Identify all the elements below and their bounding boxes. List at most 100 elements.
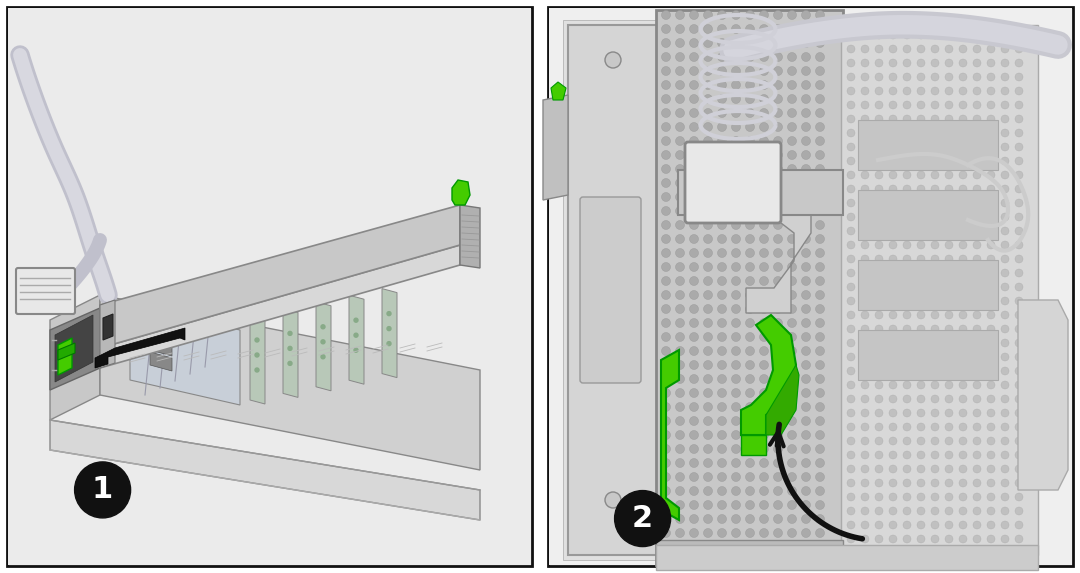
Circle shape	[703, 360, 713, 370]
Circle shape	[861, 437, 869, 445]
Circle shape	[661, 221, 671, 230]
Circle shape	[861, 185, 869, 193]
Circle shape	[759, 528, 769, 537]
Circle shape	[945, 87, 953, 95]
Circle shape	[847, 423, 855, 431]
Circle shape	[717, 95, 727, 104]
Circle shape	[801, 543, 810, 551]
Circle shape	[675, 360, 685, 370]
Circle shape	[773, 136, 783, 146]
Circle shape	[773, 417, 783, 426]
Circle shape	[1001, 87, 1009, 95]
Circle shape	[903, 87, 912, 95]
Circle shape	[815, 151, 824, 159]
Circle shape	[959, 339, 967, 347]
Circle shape	[731, 262, 741, 272]
Circle shape	[875, 381, 883, 389]
Circle shape	[815, 136, 824, 146]
Circle shape	[787, 38, 797, 48]
Circle shape	[689, 291, 699, 300]
Circle shape	[387, 342, 391, 346]
Circle shape	[987, 325, 995, 333]
Circle shape	[773, 179, 783, 187]
Circle shape	[731, 193, 741, 202]
Circle shape	[689, 80, 699, 89]
FancyBboxPatch shape	[580, 197, 642, 383]
Circle shape	[801, 332, 810, 342]
Circle shape	[945, 185, 953, 193]
Circle shape	[675, 500, 685, 509]
Circle shape	[787, 53, 797, 61]
Circle shape	[717, 445, 727, 453]
Circle shape	[945, 367, 953, 375]
Circle shape	[903, 283, 912, 291]
Circle shape	[773, 164, 783, 174]
Circle shape	[973, 227, 981, 235]
Circle shape	[889, 143, 897, 151]
Circle shape	[889, 381, 897, 389]
Circle shape	[889, 409, 897, 417]
Circle shape	[931, 297, 939, 305]
Circle shape	[1001, 521, 1009, 529]
Polygon shape	[656, 540, 843, 565]
Circle shape	[987, 479, 995, 487]
Circle shape	[875, 87, 883, 95]
Circle shape	[675, 234, 685, 244]
Circle shape	[787, 347, 797, 355]
Circle shape	[801, 375, 810, 383]
Circle shape	[931, 241, 939, 249]
Circle shape	[703, 417, 713, 426]
Circle shape	[959, 213, 967, 221]
Circle shape	[661, 95, 671, 104]
Circle shape	[917, 297, 924, 305]
Circle shape	[847, 395, 855, 403]
Circle shape	[917, 143, 924, 151]
Circle shape	[703, 515, 713, 524]
Polygon shape	[95, 328, 185, 368]
Circle shape	[1015, 73, 1023, 81]
Circle shape	[959, 157, 967, 165]
Circle shape	[773, 234, 783, 244]
Circle shape	[959, 507, 967, 515]
Circle shape	[973, 465, 981, 473]
Circle shape	[1001, 45, 1009, 53]
Circle shape	[717, 347, 727, 355]
Circle shape	[759, 221, 769, 230]
Circle shape	[801, 221, 810, 230]
Circle shape	[1015, 199, 1023, 207]
Circle shape	[875, 213, 883, 221]
Circle shape	[931, 367, 939, 375]
Circle shape	[931, 45, 939, 53]
Circle shape	[759, 515, 769, 524]
Circle shape	[689, 38, 699, 48]
Circle shape	[931, 101, 939, 109]
Circle shape	[717, 221, 727, 230]
Circle shape	[861, 115, 869, 123]
Circle shape	[903, 353, 912, 361]
Circle shape	[959, 465, 967, 473]
Circle shape	[787, 193, 797, 202]
Circle shape	[847, 73, 855, 81]
Circle shape	[689, 319, 699, 328]
Circle shape	[959, 297, 967, 305]
Circle shape	[1015, 241, 1023, 249]
Circle shape	[861, 507, 869, 515]
Circle shape	[931, 87, 939, 95]
Circle shape	[675, 108, 685, 117]
Circle shape	[973, 199, 981, 207]
Circle shape	[917, 227, 924, 235]
Circle shape	[703, 375, 713, 383]
Circle shape	[675, 402, 685, 411]
Circle shape	[931, 395, 939, 403]
Circle shape	[847, 213, 855, 221]
Circle shape	[1015, 311, 1023, 319]
Circle shape	[1015, 157, 1023, 165]
Circle shape	[1001, 241, 1009, 249]
Circle shape	[731, 291, 741, 300]
Circle shape	[745, 430, 755, 439]
Circle shape	[703, 108, 713, 117]
Circle shape	[973, 535, 981, 543]
Circle shape	[959, 395, 967, 403]
Circle shape	[987, 465, 995, 473]
Circle shape	[903, 213, 912, 221]
